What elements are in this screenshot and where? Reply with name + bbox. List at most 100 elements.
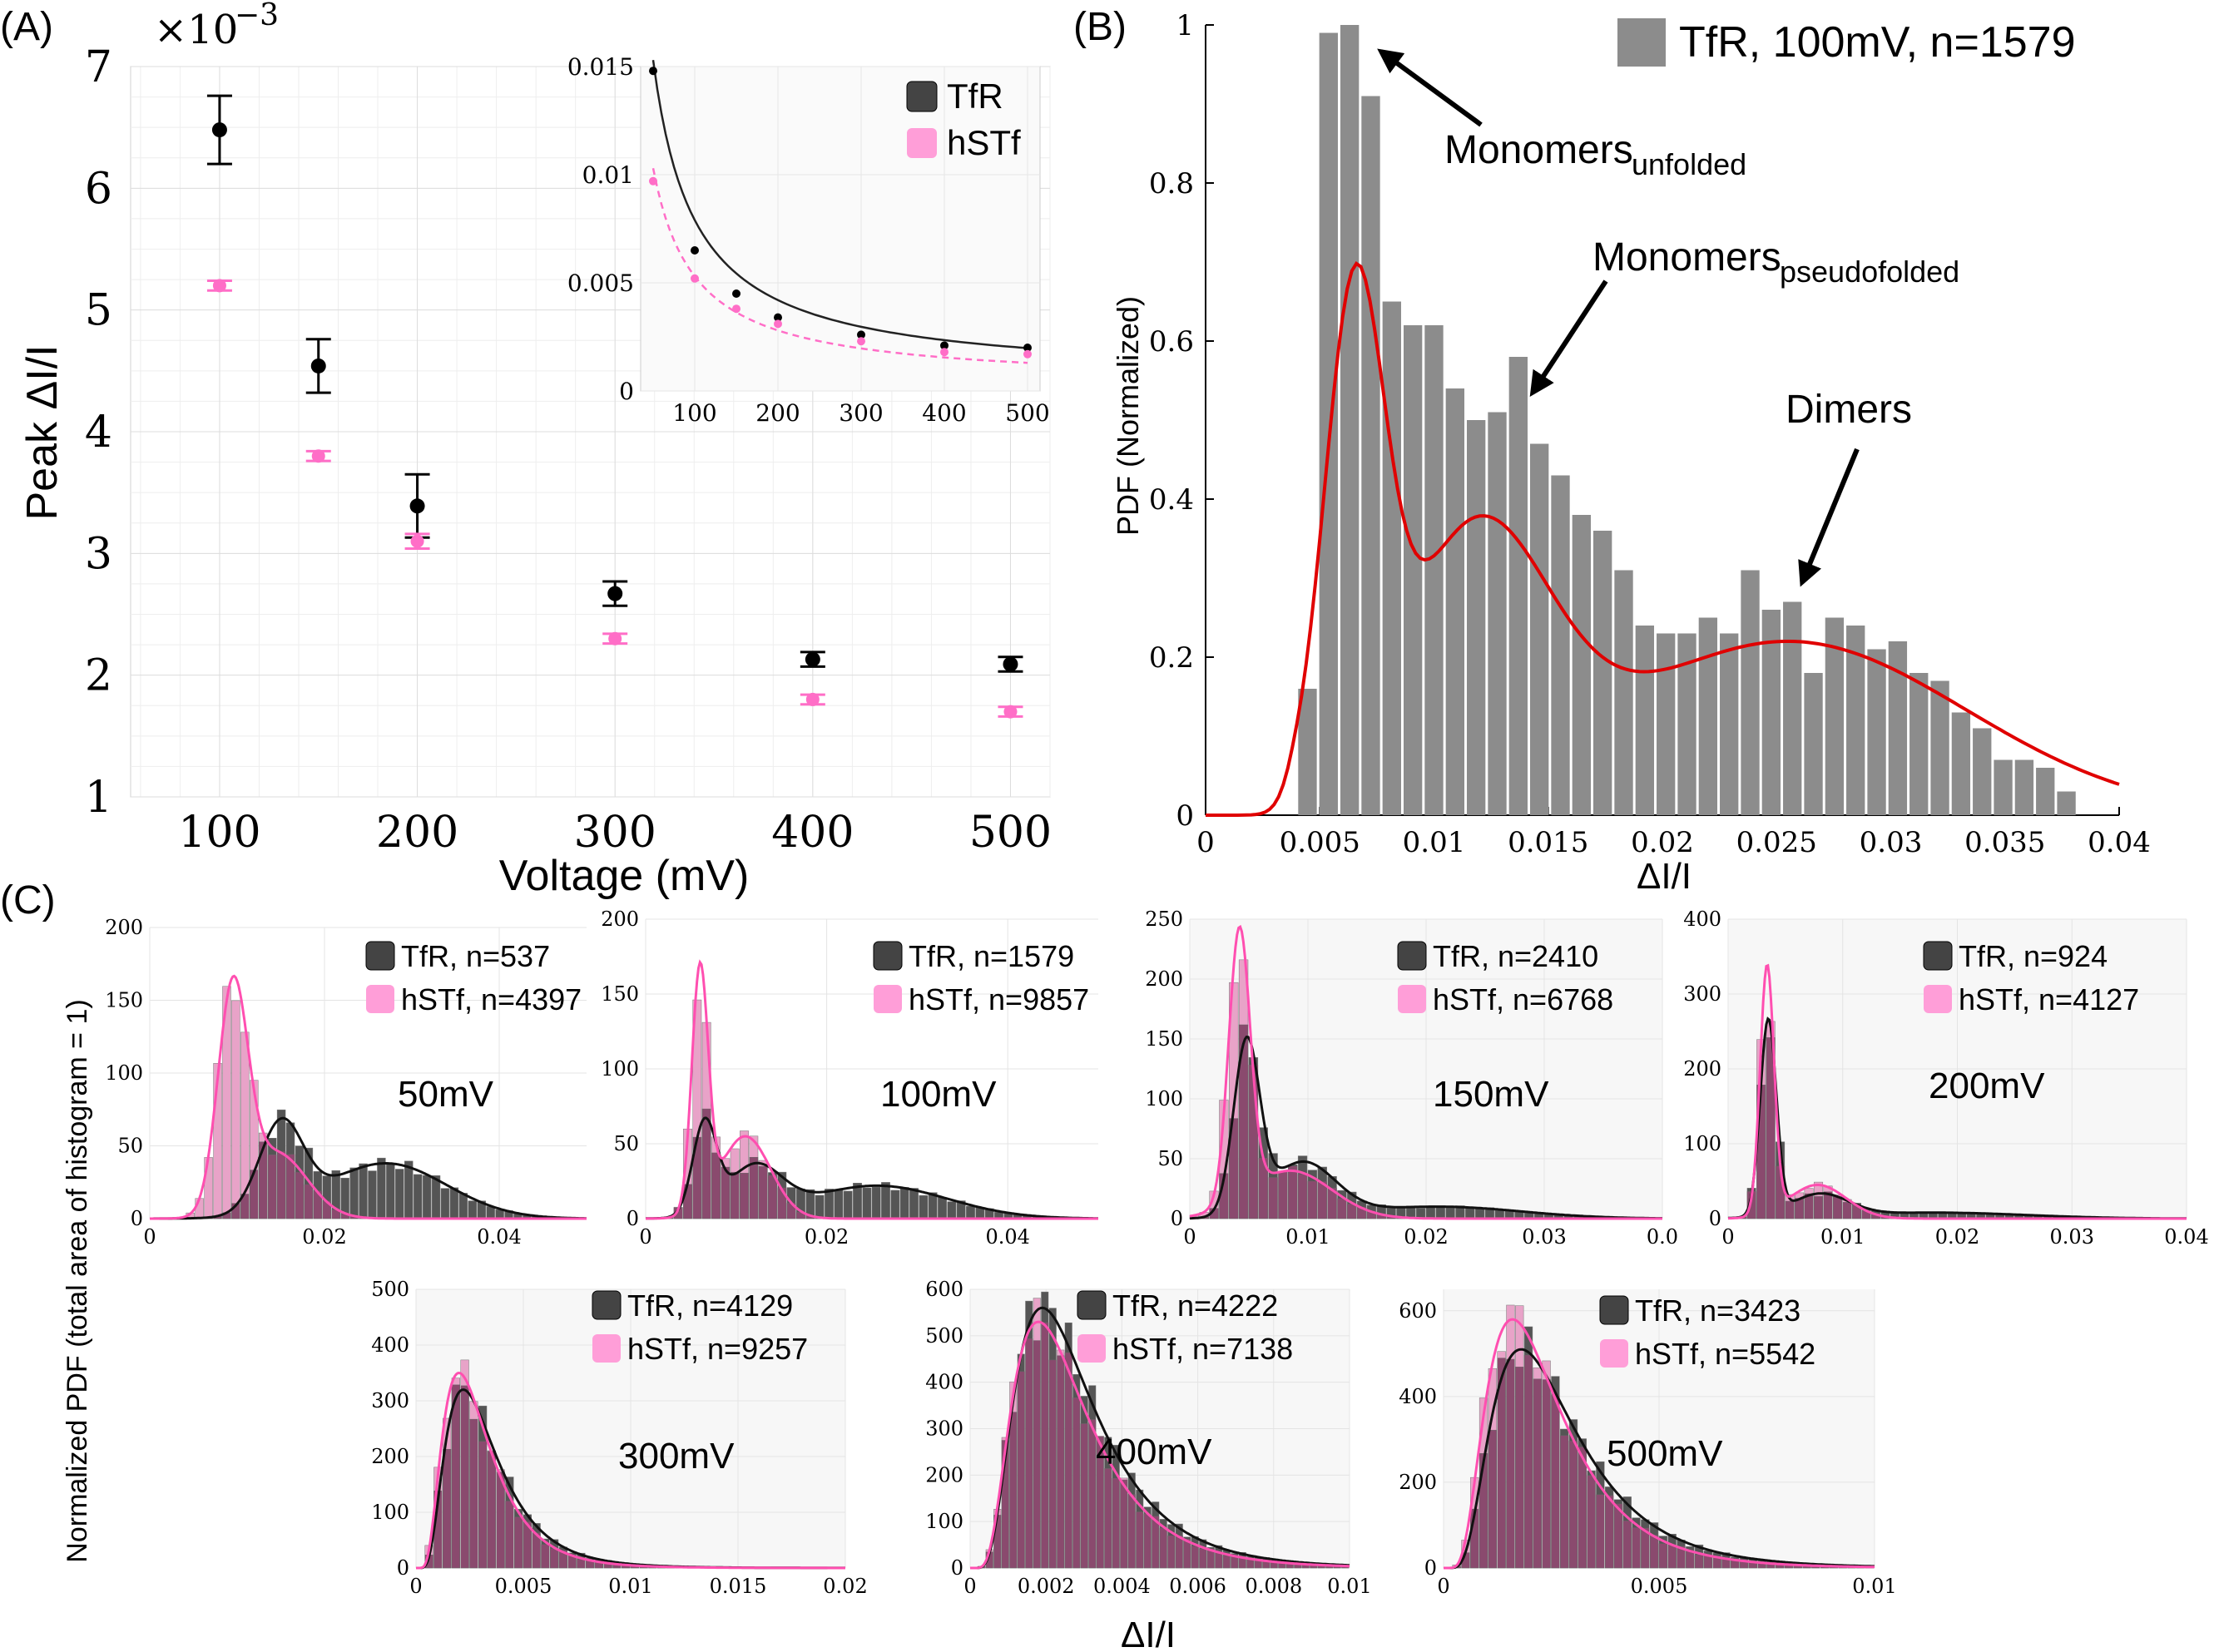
hstf-fit-curve	[645, 959, 1098, 1220]
overlap-bar	[1641, 1527, 1650, 1569]
tfr-bar	[386, 1164, 395, 1219]
overlap-bar	[1199, 1548, 1207, 1569]
histogram-bar	[1698, 617, 1718, 815]
overlap-bar	[1080, 1423, 1088, 1569]
overlap-bar	[1632, 1527, 1641, 1569]
tfr-point	[211, 122, 227, 138]
legend-tfr-label: TfR, n=1579	[909, 939, 1074, 973]
panel-a-ytick: 1	[85, 773, 112, 823]
overlap-bar	[1721, 1559, 1731, 1569]
inset-hstf-fit	[651, 167, 1028, 364]
legend-tfr-swatch	[1923, 941, 1953, 971]
subplot-ytick: 200	[1683, 1057, 1721, 1081]
overlap-bar	[1596, 1494, 1605, 1569]
subplot-xtick: 0.01	[1327, 1575, 1371, 1598]
panel-b-label: (B)	[1073, 5, 1127, 49]
overlap-bar	[1506, 1358, 1515, 1569]
legend-hstf-swatch	[592, 1334, 621, 1363]
inset-tfr-point	[732, 289, 740, 298]
legend-tfr-label: TfR, n=537	[401, 939, 550, 973]
panel-b-xlabel: ΔI/I	[1637, 856, 1691, 897]
subplot-ytick: 200	[601, 908, 639, 931]
panel-a-xlabel: Voltage (mV)	[499, 852, 750, 900]
tfr-fit-curve	[646, 1116, 1098, 1220]
subplot-xtick: 0.04	[985, 1225, 1029, 1249]
histogram-bar	[1761, 610, 1781, 815]
tfr-bar	[1465, 1208, 1475, 1219]
subplot-ytick: 200	[1145, 967, 1183, 991]
panel-b-ytick: 1	[1176, 9, 1194, 42]
overlap-bar	[1175, 1535, 1183, 1569]
tfr-fit-curve	[1190, 1036, 1662, 1220]
legend-tfr-label: TfR	[947, 77, 1003, 116]
inset-hstf-point	[649, 176, 657, 185]
panel-a-exponent-power: −3	[235, 0, 279, 32]
histogram-bar	[1951, 712, 1971, 815]
inset-xtick: 300	[839, 399, 883, 427]
legend-tfr-swatch	[592, 1290, 622, 1320]
tfr-bar	[871, 1186, 881, 1219]
subplot-ytick: 0	[131, 1207, 143, 1230]
voltage-label: 200mV	[1929, 1066, 2045, 1106]
legend-tfr-label: TfR, n=2410	[1433, 939, 1598, 973]
overlap-bar	[1278, 1171, 1288, 1219]
overlap-bar	[758, 1165, 768, 1219]
overlap-bar	[768, 1175, 777, 1219]
voltage-label: 300mV	[618, 1436, 735, 1476]
legend-hstf-swatch	[1600, 1339, 1628, 1368]
overlap-bar	[1268, 1177, 1278, 1219]
voltage-label: 150mV	[1433, 1074, 1549, 1115]
histogram-bar	[1529, 443, 1549, 815]
overlap-bar	[1560, 1435, 1569, 1569]
overlap-bar	[1497, 1358, 1506, 1569]
histogram-bar	[1741, 570, 1760, 815]
legend-hstf-swatch	[366, 985, 394, 1013]
annotation-arrow	[1377, 48, 1483, 127]
inset-tfr-point	[649, 67, 657, 76]
tfr-bar	[422, 1175, 432, 1219]
overlap-bar	[1613, 1503, 1623, 1569]
inset-hstf-point	[857, 337, 865, 346]
overlap-bar	[1694, 1555, 1704, 1569]
tfr-bar	[468, 1200, 477, 1219]
tfr-bar	[377, 1157, 386, 1219]
overlap-bar	[1072, 1397, 1081, 1569]
overlap-bar	[259, 1141, 268, 1219]
overlap-bar	[740, 1173, 749, 1219]
subplot-ytick: 200	[1399, 1471, 1437, 1494]
overlap-bar	[1649, 1535, 1659, 1569]
overlap-bar	[1167, 1536, 1176, 1569]
annotation-label: Dimers	[1786, 388, 1912, 432]
subplot-xtick: 0.02	[302, 1225, 346, 1249]
subplot-ytick: 150	[1145, 1027, 1183, 1051]
subplot-xtick: 0	[639, 1225, 651, 1249]
subplot-ytick: 100	[105, 1061, 143, 1085]
subplot-ytick: 0	[951, 1556, 963, 1580]
legend-hstf-label: hSTf, n=9257	[627, 1332, 808, 1366]
legend-hstf-swatch	[874, 985, 902, 1013]
subplot-xtick: 0	[409, 1575, 422, 1598]
overlap-bar	[1152, 1516, 1160, 1569]
overlap-bar	[1120, 1479, 1128, 1569]
overlap-bar	[730, 1171, 740, 1219]
panel-b-legend-swatch	[1617, 18, 1666, 67]
annotation-arrow	[1529, 279, 1608, 398]
overlap-bar	[1578, 1447, 1587, 1569]
inset-ytick: 0.01	[582, 161, 634, 189]
subplot-200mV: 0 100 200 300 400 0 0.01 0.02 0.03 0.04 TfR, n=924…	[1683, 908, 2209, 1249]
subplot-ytick: 100	[1683, 1132, 1721, 1155]
inset-xtick: 400	[922, 399, 966, 427]
subplot-xtick: 0.02	[1404, 1225, 1448, 1249]
overlap-bar	[304, 1184, 314, 1219]
subplot-ytick: 400	[371, 1333, 409, 1357]
overlap-bar	[1033, 1340, 1041, 1569]
subplot-300mV: 0 100 200 300 400 500 0 0.005 0.01 0.015 0.02 TfR, …	[371, 1278, 868, 1598]
legend-hstf-label: hSTf, n=5542	[1635, 1337, 1815, 1371]
overlap-bar	[1327, 1187, 1337, 1219]
histogram-bar	[1994, 759, 2013, 815]
subplot-xtick: 0.0	[1647, 1225, 1678, 1249]
tfr-bar	[834, 1189, 844, 1219]
overlap-bar	[1183, 1538, 1191, 1569]
subplot-ytick: 500	[371, 1278, 409, 1301]
tfr-point	[1003, 656, 1018, 672]
